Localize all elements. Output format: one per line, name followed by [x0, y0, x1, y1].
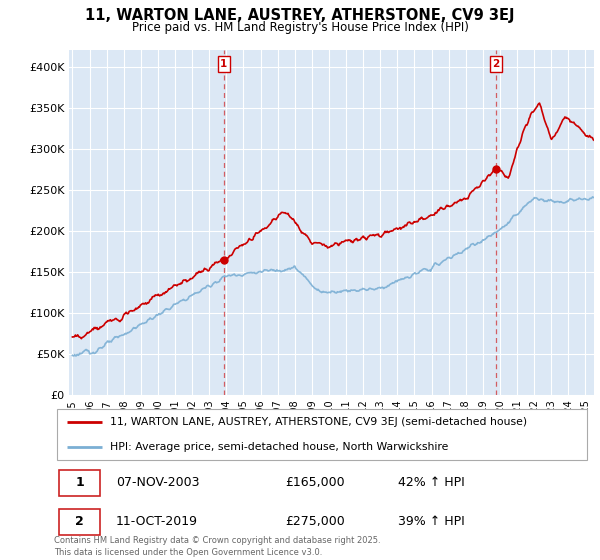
Text: 07-NOV-2003: 07-NOV-2003 — [116, 476, 199, 489]
FancyBboxPatch shape — [59, 508, 100, 535]
Text: Contains HM Land Registry data © Crown copyright and database right 2025.
This d: Contains HM Land Registry data © Crown c… — [54, 536, 380, 557]
Text: Price paid vs. HM Land Registry's House Price Index (HPI): Price paid vs. HM Land Registry's House … — [131, 21, 469, 34]
Text: 11, WARTON LANE, AUSTREY, ATHERSTONE, CV9 3EJ: 11, WARTON LANE, AUSTREY, ATHERSTONE, CV… — [85, 8, 515, 24]
Text: 1: 1 — [220, 59, 227, 69]
Text: 2: 2 — [75, 515, 84, 528]
Text: 42% ↑ HPI: 42% ↑ HPI — [398, 476, 464, 489]
Text: 2: 2 — [493, 59, 500, 69]
Text: 39% ↑ HPI: 39% ↑ HPI — [398, 515, 464, 528]
FancyBboxPatch shape — [56, 409, 587, 460]
Text: HPI: Average price, semi-detached house, North Warwickshire: HPI: Average price, semi-detached house,… — [110, 442, 449, 451]
Text: £275,000: £275,000 — [285, 515, 344, 528]
Text: 11-OCT-2019: 11-OCT-2019 — [116, 515, 198, 528]
Text: 1: 1 — [75, 476, 84, 489]
FancyBboxPatch shape — [59, 470, 100, 496]
Text: £165,000: £165,000 — [285, 476, 344, 489]
Text: 11, WARTON LANE, AUSTREY, ATHERSTONE, CV9 3EJ (semi-detached house): 11, WARTON LANE, AUSTREY, ATHERSTONE, CV… — [110, 417, 527, 427]
